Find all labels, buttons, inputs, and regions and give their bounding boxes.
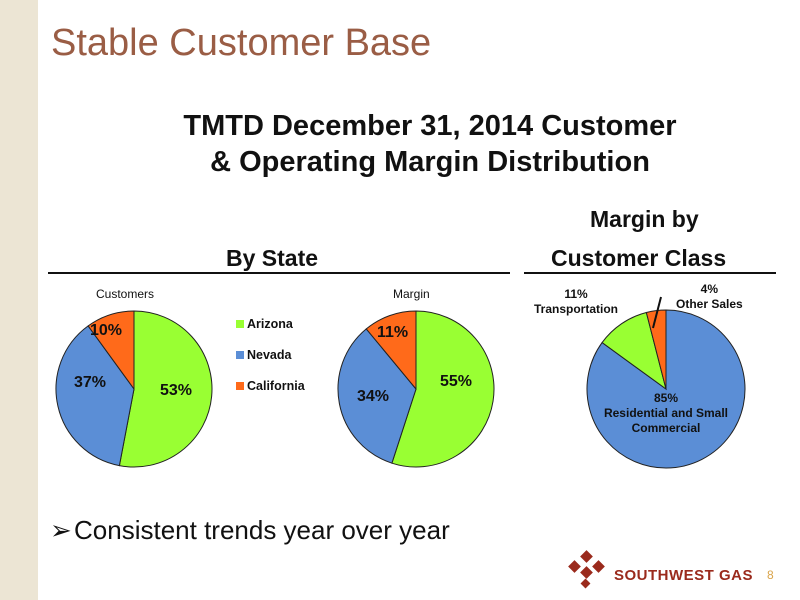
residential-label: 85% Residential and Small Commercial <box>601 391 731 436</box>
pie-slice-nevada <box>55 325 135 467</box>
margin-slice-label: 11% <box>377 324 409 341</box>
content-area <box>38 0 800 600</box>
other-sales-percent: 4% <box>700 282 719 296</box>
arrow-bullet-icon: ➢ <box>50 515 72 545</box>
margin-chart-title: Margin <box>393 287 430 301</box>
other-sales-label: 4% Other Sales <box>676 282 743 312</box>
pie-slice-nevada <box>337 328 417 464</box>
legend-label: Nevada <box>247 348 292 362</box>
customer-class-rule <box>524 272 776 274</box>
subtitle-line-2: & Operating Margin Distribution <box>210 146 650 178</box>
customer-class-header: Customer Class <box>551 245 727 271</box>
bullet-point: ➢Consistent trends year over year <box>50 515 450 546</box>
customers-slice-label: 53% <box>160 382 193 399</box>
pie-slice-other-sales <box>645 309 667 390</box>
slide-title: Stable Customer Base <box>51 22 432 64</box>
other-sales-name: Other Sales <box>676 297 743 311</box>
transportation-percent: 11% <box>564 287 588 301</box>
margin-by-header: Margin by <box>590 206 699 232</box>
residential-name: Residential and Small Commercial <box>603 406 729 435</box>
customers-pie <box>55 310 213 468</box>
transportation-name: Transportation <box>534 302 619 316</box>
by-state-header: By State <box>226 245 319 271</box>
southwest-gas-logo-icon <box>568 550 605 589</box>
customers-slice-label: 10% <box>90 322 123 339</box>
legend-swatch <box>236 382 244 390</box>
customers-chart-title: Customers <box>96 287 155 301</box>
residential-percent: 85% <box>653 391 679 405</box>
margin-slice-label: 34% <box>357 388 390 405</box>
legend-swatch <box>236 320 244 328</box>
logo-text: SOUTHWEST GAS <box>614 567 754 584</box>
transportation-label: 11% Transportation <box>534 287 618 317</box>
legend-label: California <box>247 379 305 393</box>
legend-swatch <box>236 351 244 359</box>
pie-slice-california <box>87 310 135 391</box>
by-state-rule <box>48 272 510 274</box>
customers-slice-label: 37% <box>74 374 107 391</box>
pie-slice-arizona <box>391 310 495 468</box>
bullet-text: Consistent trends year over year <box>74 515 450 545</box>
page-number: 8 <box>767 568 774 582</box>
legend-label: Arizona <box>247 317 293 331</box>
pie-slice-california <box>365 310 417 391</box>
pie-slice-arizona <box>118 310 213 468</box>
other-sales-leader-line <box>652 296 662 329</box>
customer-class-pie <box>586 309 746 469</box>
left-sidebar-band <box>0 0 38 600</box>
subtitle-line-1: TMTD December 31, 2014 Customer <box>183 110 677 142</box>
margin-pie <box>337 310 495 468</box>
margin-slice-label: 55% <box>440 373 473 390</box>
